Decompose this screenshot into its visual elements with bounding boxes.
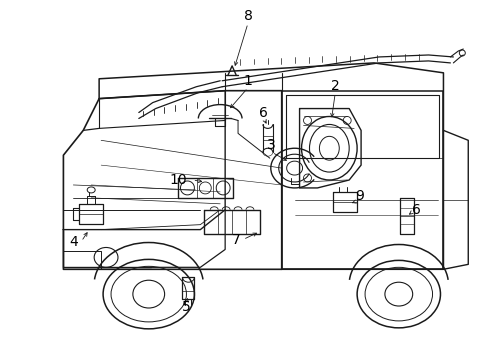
Text: 1: 1	[243, 74, 252, 88]
Text: 7: 7	[231, 233, 240, 247]
Text: 5: 5	[182, 300, 190, 314]
Text: 2: 2	[330, 79, 339, 93]
Text: 10: 10	[169, 173, 187, 187]
Text: 6: 6	[259, 105, 268, 120]
Text: 9: 9	[354, 189, 363, 203]
Text: 6: 6	[411, 203, 420, 217]
Text: 3: 3	[267, 138, 276, 152]
Text: 4: 4	[69, 234, 78, 248]
Text: 8: 8	[243, 9, 252, 23]
